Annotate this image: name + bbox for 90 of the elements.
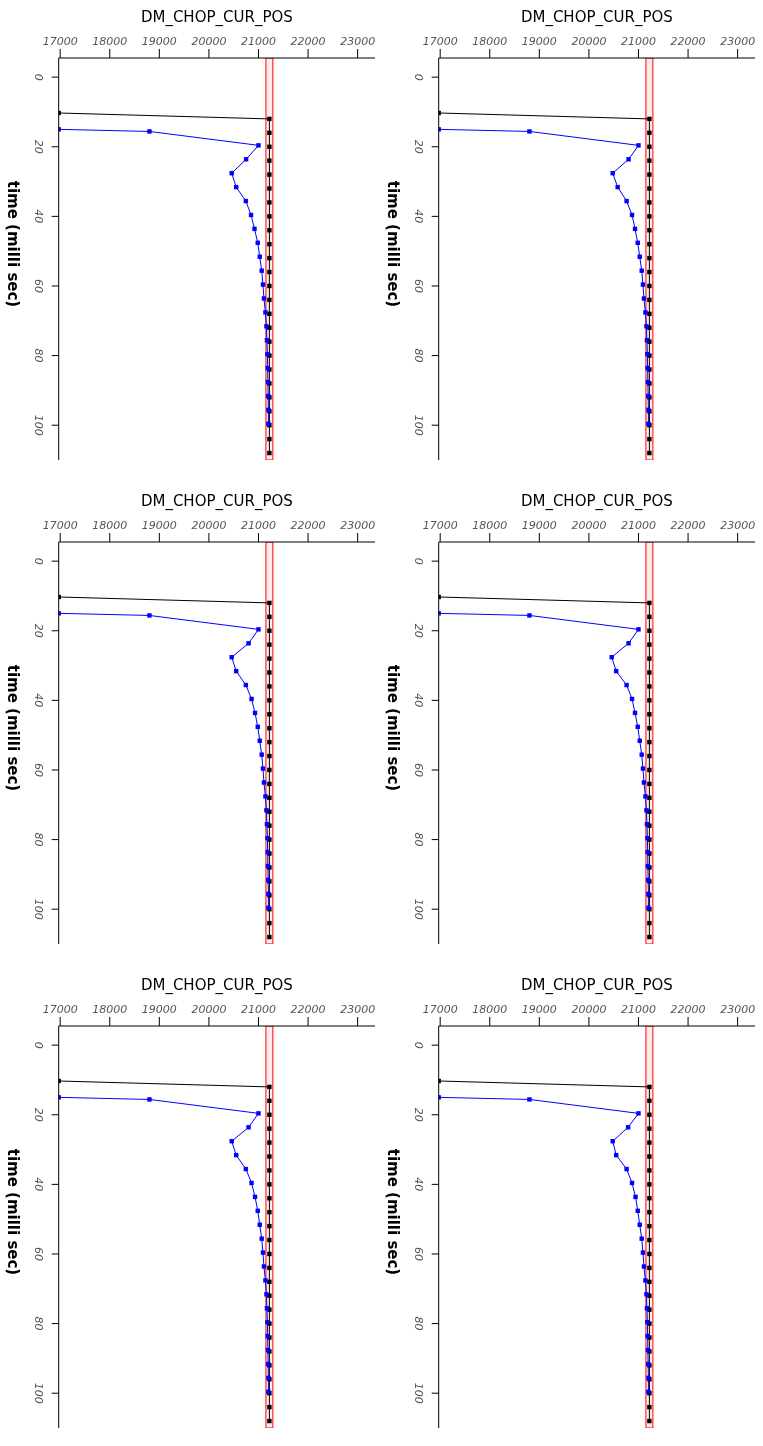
y-tick-label: 60 — [31, 762, 45, 777]
y-tick-label: 20 — [411, 1107, 425, 1122]
chart-title: DM_CHOP_CUR_POS — [140, 976, 293, 995]
x-tick-label: 19000 — [141, 1003, 177, 1016]
y-tick-label: 80 — [31, 1316, 45, 1331]
x-tick-label: 17000 — [42, 1003, 78, 1016]
x-tick-label: 19000 — [521, 1003, 557, 1016]
x-tick-label: 18000 — [92, 35, 128, 48]
y-tick-label: 40 — [31, 693, 45, 708]
y-axis-title: time (milli sec) — [3, 1148, 22, 1276]
x-tick-label: 17000 — [422, 35, 458, 48]
y-tick-label: 0 — [31, 1041, 45, 1049]
y-tick-label: 60 — [411, 1246, 425, 1261]
y-axis-title: time (milli sec) — [3, 180, 22, 308]
y-tick-label: 100 — [411, 898, 425, 920]
x-tick-label: 23000 — [720, 519, 756, 532]
x-tick-label: 19000 — [521, 519, 557, 532]
x-tick-label: 17000 — [42, 519, 78, 532]
y-tick-label: 100 — [411, 1382, 425, 1404]
y-tick-label: 100 — [31, 898, 45, 920]
y-axis-title: time (milli sec) — [3, 664, 22, 792]
y-tick-label: 0 — [31, 73, 45, 81]
x-tick-label: 18000 — [472, 519, 508, 532]
y-tick-label: 40 — [411, 693, 425, 708]
y-tick-label: 40 — [411, 1177, 425, 1192]
y-tick-label: 60 — [31, 1246, 45, 1261]
chart-title: DM_CHOP_CUR_POS — [140, 8, 293, 27]
y-tick-label: 80 — [31, 832, 45, 847]
x-tick-label: 19000 — [141, 35, 177, 48]
y-tick-label: 40 — [411, 209, 425, 224]
x-tick-label: 19000 — [521, 35, 557, 48]
x-tick-label: 20000 — [571, 35, 607, 48]
y-tick-label: 80 — [411, 348, 425, 363]
x-tick-label: 21000 — [620, 35, 656, 48]
y-axis-title: time (milli sec) — [383, 180, 402, 308]
x-tick-label: 19000 — [141, 519, 177, 532]
y-axis-title: time (milli sec) — [383, 664, 402, 792]
x-tick-label: 20000 — [191, 1003, 227, 1016]
x-tick-label: 18000 — [92, 1003, 128, 1016]
x-tick-label: 18000 — [472, 35, 508, 48]
x-tick-label: 21000 — [620, 1003, 656, 1016]
y-tick-label: 20 — [411, 623, 425, 638]
y-tick-label: 20 — [31, 1107, 45, 1122]
chart-title: DM_CHOP_CUR_POS — [520, 976, 673, 995]
x-tick-label: 22000 — [290, 519, 326, 532]
x-tick-label: 21000 — [240, 1003, 276, 1016]
y-tick-label: 20 — [31, 139, 45, 154]
x-tick-label: 20000 — [571, 1003, 607, 1016]
x-tick-label: 23000 — [340, 1003, 376, 1016]
x-tick-label: 18000 — [472, 1003, 508, 1016]
x-tick-label: 23000 — [340, 519, 376, 532]
y-tick-label: 20 — [31, 623, 45, 638]
x-tick-label: 23000 — [340, 35, 376, 48]
x-tick-label: 21000 — [240, 519, 276, 532]
y-tick-label: 80 — [411, 1316, 425, 1331]
x-tick-label: 20000 — [191, 519, 227, 532]
y-tick-label: 0 — [411, 73, 425, 81]
x-tick-label: 22000 — [290, 1003, 326, 1016]
y-tick-label: 40 — [31, 1177, 45, 1192]
x-tick-label: 22000 — [290, 35, 326, 48]
y-tick-label: 0 — [31, 557, 45, 565]
x-tick-label: 22000 — [670, 1003, 706, 1016]
x-tick-label: 22000 — [670, 519, 706, 532]
x-tick-label: 20000 — [571, 519, 607, 532]
x-tick-label: 17000 — [422, 519, 458, 532]
y-tick-label: 80 — [411, 832, 425, 847]
x-tick-label: 23000 — [720, 1003, 756, 1016]
y-tick-label: 0 — [411, 1041, 425, 1049]
y-tick-label: 0 — [411, 557, 425, 565]
y-tick-label: 60 — [411, 278, 425, 293]
chart-title: DM_CHOP_CUR_POS — [520, 8, 673, 27]
x-tick-label: 17000 — [42, 35, 78, 48]
y-tick-label: 100 — [31, 1382, 45, 1404]
y-tick-label: 40 — [31, 209, 45, 224]
x-tick-label: 18000 — [92, 519, 128, 532]
chart-title: DM_CHOP_CUR_POS — [520, 492, 673, 511]
x-tick-label: 20000 — [191, 35, 227, 48]
y-tick-label: 20 — [411, 139, 425, 154]
y-tick-label: 60 — [31, 278, 45, 293]
chart-title: DM_CHOP_CUR_POS — [140, 492, 293, 511]
y-tick-label: 100 — [31, 414, 45, 436]
x-tick-label: 23000 — [720, 35, 756, 48]
x-tick-label: 22000 — [670, 35, 706, 48]
y-tick-label: 60 — [411, 762, 425, 777]
x-tick-label: 21000 — [620, 519, 656, 532]
x-tick-label: 21000 — [240, 35, 276, 48]
y-axis-title: time (milli sec) — [383, 1148, 402, 1276]
y-tick-label: 80 — [31, 348, 45, 363]
y-tick-label: 100 — [411, 414, 425, 436]
x-tick-label: 17000 — [422, 1003, 458, 1016]
